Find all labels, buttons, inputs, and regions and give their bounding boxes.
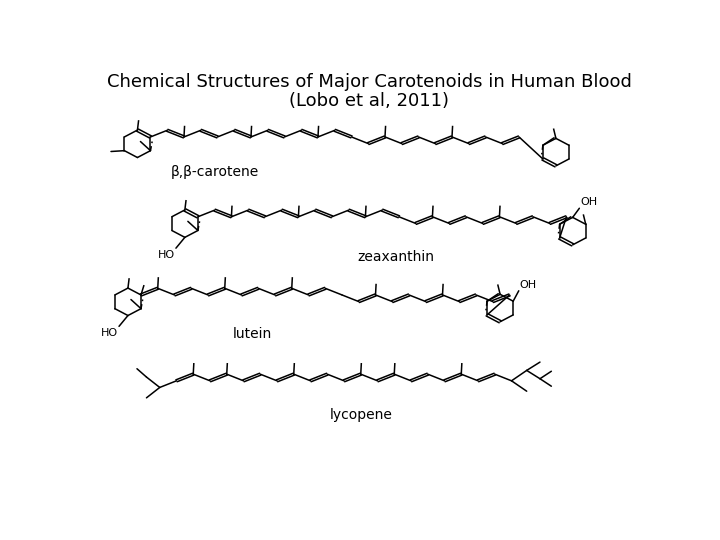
Text: zeaxanthin: zeaxanthin	[358, 250, 435, 264]
Text: lycopene: lycopene	[330, 408, 393, 422]
Text: lutein: lutein	[233, 327, 271, 341]
Text: (Lobo et al, 2011): (Lobo et al, 2011)	[289, 92, 449, 110]
Text: HO: HO	[158, 250, 175, 260]
Text: β,β-carotene: β,β-carotene	[171, 165, 259, 179]
Text: OH: OH	[580, 197, 598, 207]
Text: Chemical Structures of Major Carotenoids in Human Blood: Chemical Structures of Major Carotenoids…	[107, 73, 631, 91]
Text: OH: OH	[520, 280, 537, 289]
Text: HO: HO	[101, 328, 118, 338]
